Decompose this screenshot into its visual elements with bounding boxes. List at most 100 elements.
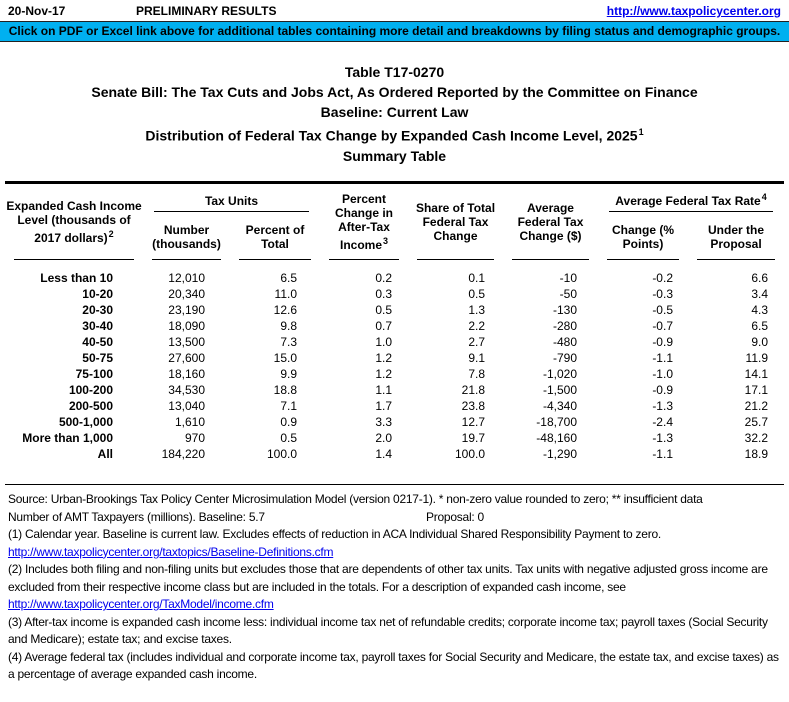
title-block: Table T17-0270 Senate Bill: The Tax Cuts…	[5, 62, 784, 166]
summary-title: Summary Table	[342, 147, 447, 164]
cell-pct-change-ati: 1.7	[375, 399, 392, 414]
cell-pct-change-ati: 0.2	[375, 271, 392, 286]
cell-percent-of-total: 18.8	[273, 383, 297, 398]
cell-avg-change: -18,700	[536, 415, 577, 430]
cell-share-of-change: 2.7	[468, 335, 485, 350]
income-level-label: 100-200	[68, 383, 113, 398]
baseline-definitions-link[interactable]: http://www.taxpolicycenter.org/taxtopics…	[8, 544, 334, 559]
income-definition-link[interactable]: http://www.taxpolicycenter.org/TaxModel/…	[8, 597, 274, 612]
cell-share-of-change: 19.7	[461, 431, 485, 446]
table-header: Expanded Cash Income Level (thousands of…	[5, 182, 784, 261]
income-level-label: 200-500	[68, 399, 113, 414]
cell-rate-under-proposal: 9.0	[751, 335, 769, 350]
header-rate-change-points: Change (% Points)	[598, 214, 688, 261]
table-row: 50-75 27,600 15.0 1.2 9.1 -790 -1.1 11.9	[5, 350, 784, 366]
income-level-label: 40-50	[82, 335, 113, 350]
cell-pct-change-ati: 1.0	[375, 335, 392, 350]
cell-rate-under-proposal: 32.2	[744, 431, 769, 446]
header-income-level-text: Expanded Cash Income Level (thousands of…	[6, 198, 142, 245]
source-note: Source: Urban-Brookings Tax Policy Cente…	[8, 492, 703, 507]
cell-percent-of-total: 9.8	[280, 319, 297, 334]
cell-share-of-change: 100.0	[454, 447, 485, 462]
site-link[interactable]: http://www.taxpolicycenter.org	[606, 4, 781, 18]
table-row: 20-30 23,190 12.6 0.5 1.3 -130 -0.5 4.3	[5, 302, 784, 318]
cell-rate-change-points: -0.5	[652, 303, 673, 318]
footnote-marker-3: 3	[383, 235, 389, 246]
table-row: Less than 10 12,010 6.5 0.2 0.1 -10 -0.2…	[5, 260, 784, 286]
cell-pct-change-ati: 1.2	[375, 367, 392, 382]
cell-number-thousands: 184,220	[161, 447, 205, 462]
amt-proposal-text: Proposal: 0	[426, 509, 484, 524]
header-pct-change-ati-text: Percent Change in After-Tax Income	[334, 191, 393, 252]
table-row: 40-50 13,500 7.3 1.0 2.7 -480 -0.9 9.0	[5, 334, 784, 350]
cell-avg-change: -48,160	[536, 431, 577, 446]
cell-avg-change: -1,290	[542, 447, 577, 462]
income-level-label: More than 1,000	[22, 431, 113, 446]
cell-number-thousands: 20,340	[168, 287, 205, 302]
income-level-label: 50-75	[82, 351, 113, 366]
cell-rate-change-points: -0.2	[652, 271, 673, 286]
cell-avg-change: -50	[559, 287, 577, 302]
footnote-2-link-line: http://www.taxpolicycenter.org/TaxModel/…	[8, 596, 781, 614]
footnotes: Source: Urban-Brookings Tax Policy Cente…	[5, 484, 784, 684]
cell-number-thousands: 13,500	[168, 335, 205, 350]
cell-percent-of-total: 0.5	[280, 431, 297, 446]
cell-pct-change-ati: 1.2	[375, 351, 392, 366]
cell-avg-change: -130	[552, 303, 577, 318]
footnote-1-link-line: http://www.taxpolicycenter.org/taxtopics…	[8, 544, 781, 562]
header-group-avg-rate: Average Federal Tax Rate4	[598, 182, 784, 214]
cell-share-of-change: 1.3	[468, 303, 485, 318]
cell-avg-change: -1,500	[542, 383, 577, 398]
table-number-title: Table T17-0270	[344, 64, 445, 80]
baseline-title: Baseline: Current Law	[320, 104, 469, 120]
cell-percent-of-total: 7.1	[280, 399, 297, 414]
cell-rate-under-proposal: 25.7	[744, 415, 769, 430]
table-row: 30-40 18,090 9.8 0.7 2.2 -280 -0.7 6.5	[5, 318, 784, 334]
header-share-of-change: Share of Total Federal Tax Change	[408, 182, 503, 260]
income-level-label: Less than 10	[40, 271, 113, 286]
cell-rate-under-proposal: 11.9	[745, 351, 769, 366]
cell-share-of-change: 7.8	[468, 367, 485, 382]
cell-avg-change: -10	[559, 271, 577, 286]
cell-pct-change-ati: 1.1	[375, 383, 392, 398]
cell-rate-change-points: -2.4	[652, 415, 673, 430]
cell-number-thousands: 970	[184, 431, 205, 446]
cell-number-thousands: 18,160	[168, 367, 205, 382]
cell-rate-change-points: -1.3	[652, 399, 673, 414]
footnote-3: (3) After-tax income is expanded cash in…	[8, 614, 768, 647]
preliminary-status: PRELIMINARY RESULTS	[136, 4, 277, 18]
cell-percent-of-total: 6.5	[280, 271, 297, 286]
footnote-1: (1) Calendar year. Baseline is current l…	[8, 527, 661, 542]
cell-number-thousands: 1,610	[174, 415, 205, 430]
cell-percent-of-total: 7.3	[280, 335, 297, 350]
cell-rate-change-points: -0.3	[652, 287, 673, 302]
table-row: 75-100 18,160 9.9 1.2 7.8 -1,020 -1.0 14…	[5, 366, 784, 382]
income-level-label: 30-40	[82, 319, 113, 334]
distribution-title-text: Distribution of Federal Tax Change by Ex…	[145, 127, 638, 144]
cell-number-thousands: 34,530	[168, 383, 205, 398]
header-group-tax-units: Tax Units	[143, 182, 320, 214]
footnote-4: (4) Average federal tax (includes indivi…	[8, 649, 779, 682]
cell-share-of-change: 0.5	[468, 287, 485, 302]
cell-number-thousands: 27,600	[168, 351, 205, 366]
cell-rate-change-points: -1.3	[652, 431, 673, 446]
cell-percent-of-total: 100.0	[266, 447, 297, 462]
cell-avg-change: -790	[552, 351, 577, 366]
table-body: Less than 10 12,010 6.5 0.2 0.1 -10 -0.2…	[5, 260, 784, 462]
cell-share-of-change: 23.8	[461, 399, 485, 414]
cell-pct-change-ati: 0.7	[375, 319, 392, 334]
info-banner: Click on PDF or Excel link above for add…	[0, 21, 789, 42]
cell-share-of-change: 12.7	[461, 415, 485, 430]
income-level-label: 20-30	[82, 303, 113, 318]
cell-rate-change-points: -1.1	[652, 351, 673, 366]
table-row: 500-1,000 1,610 0.9 3.3 12.7 -18,700 -2.…	[5, 414, 784, 430]
cell-number-thousands: 18,090	[168, 319, 205, 334]
meta-bar: 20-Nov-17 PRELIMINARY RESULTS http://www…	[5, 0, 784, 20]
cell-share-of-change: 9.1	[468, 351, 485, 366]
cell-rate-under-proposal: 3.4	[751, 287, 769, 302]
income-level-label: 500-1,000	[58, 415, 113, 430]
distribution-title: Distribution of Federal Tax Change by Ex…	[5, 122, 784, 146]
table-row: 200-500 13,040 7.1 1.7 23.8 -4,340 -1.3 …	[5, 398, 784, 414]
cell-rate-change-points: -0.9	[652, 383, 673, 398]
income-level-label: 75-100	[75, 367, 113, 382]
